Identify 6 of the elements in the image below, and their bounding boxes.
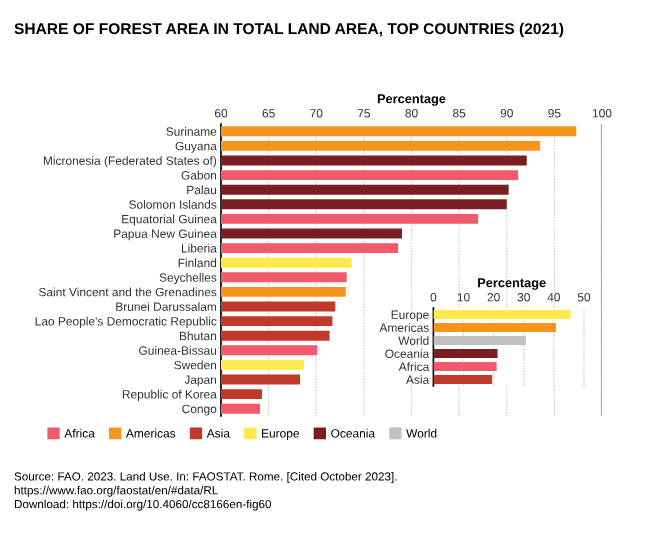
bar [433, 362, 497, 371]
bar [433, 323, 556, 332]
bar [433, 375, 493, 384]
bar [433, 310, 571, 319]
bar [433, 349, 498, 358]
bar [433, 336, 526, 345]
